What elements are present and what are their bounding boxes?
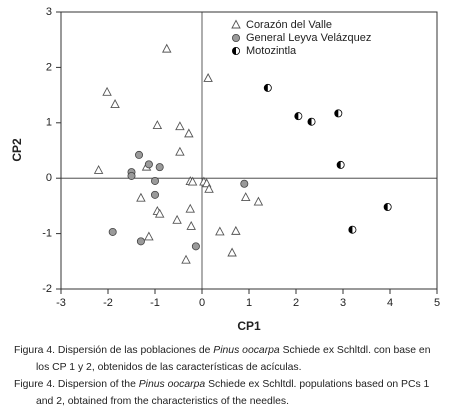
caption-text: Figure 4. Dispersion of the <box>14 379 139 390</box>
point <box>136 192 146 202</box>
x-tick-label: 0 <box>199 297 205 309</box>
point <box>136 237 145 246</box>
point <box>307 117 316 126</box>
x-tick-label: 3 <box>340 297 346 309</box>
caption-text: Schiede ex Schltdl. populations based on… <box>36 379 430 407</box>
y-tick-label: 1 <box>46 117 52 129</box>
point <box>215 226 225 236</box>
point <box>184 128 194 138</box>
species-name: Pinus oocarpa <box>213 345 280 356</box>
legend-marker <box>231 34 240 43</box>
point <box>187 176 198 186</box>
y-axis-label: CP2 <box>10 138 24 162</box>
point <box>240 179 249 188</box>
point <box>108 227 117 236</box>
point <box>204 183 214 193</box>
caption-text: Figura 4. Dispersión de las poblaciones … <box>14 345 214 356</box>
y-tick-label: 0 <box>46 172 52 184</box>
species-name: Pinus oocarpa <box>138 379 206 390</box>
point <box>240 192 251 202</box>
point <box>127 171 136 180</box>
point <box>186 220 196 230</box>
caption: Figura 4. Dispersión de las poblaciones … <box>14 342 446 410</box>
point <box>227 247 237 257</box>
point <box>175 146 185 156</box>
x-axis-label: CP1 <box>237 319 261 333</box>
x-tick-label: -2 <box>103 297 113 309</box>
y-tick-label: -2 <box>42 283 52 295</box>
point <box>294 112 303 121</box>
point <box>336 160 345 169</box>
point <box>135 150 144 159</box>
y-tick-label: 2 <box>46 61 52 73</box>
caption-line: Figure 4. Dispersion of the Pinus oocarp… <box>14 376 446 410</box>
x-tick-label: 4 <box>387 297 393 309</box>
point <box>348 225 357 234</box>
y-tick-label: -1 <box>42 228 52 240</box>
point <box>144 231 154 241</box>
point <box>150 190 159 199</box>
caption-text: Schiede ex Schltdl. con base en los CP 1… <box>36 345 431 373</box>
point <box>162 43 172 53</box>
point <box>383 203 392 212</box>
point <box>185 203 195 213</box>
point <box>181 254 191 264</box>
chart: CP1 CP2 -3 -2 -1 0 1 2 3 4 5 -2 -1 0 1 2 3 Corazón del … <box>10 6 440 333</box>
x-tick-label: 1 <box>246 297 252 309</box>
point <box>144 160 153 169</box>
caption-line: Figura 4. Dispersión de las poblaciones … <box>14 342 446 376</box>
x-tick-label: 5 <box>434 297 440 309</box>
point <box>152 120 163 130</box>
x-tick-label: -3 <box>56 297 66 309</box>
point <box>110 99 120 108</box>
x-tick-label: -1 <box>150 297 160 309</box>
legend-marker <box>231 19 241 29</box>
y-tick-label: 3 <box>46 6 52 18</box>
point <box>93 164 104 174</box>
point <box>191 242 200 251</box>
point <box>203 73 213 82</box>
point <box>253 196 264 206</box>
point <box>150 176 159 185</box>
point <box>175 121 185 131</box>
point <box>231 225 241 235</box>
point <box>172 214 182 224</box>
point <box>155 163 164 172</box>
point <box>102 86 112 96</box>
legend-label: Corazón del Valle <box>246 19 332 31</box>
point <box>334 109 343 118</box>
legend-label: General Leyva Velázquez <box>246 32 371 44</box>
x-tick-label: 2 <box>293 297 299 309</box>
point <box>154 208 165 218</box>
legend-label: Motozintla <box>246 45 297 57</box>
legend-marker <box>231 47 240 56</box>
point <box>263 83 272 92</box>
